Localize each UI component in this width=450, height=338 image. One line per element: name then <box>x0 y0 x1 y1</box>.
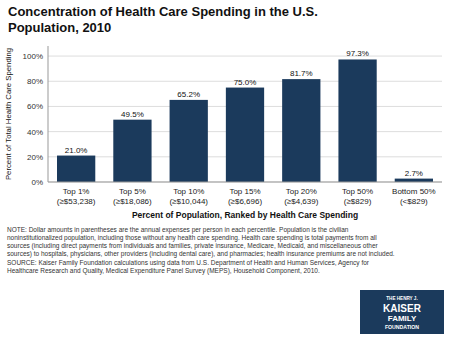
title-line: Concentration of Health Care Spending in… <box>8 4 318 19</box>
bar <box>226 88 264 182</box>
x-tick-label: Top 10%(≥$10,044) <box>169 187 208 206</box>
x-tick-label: Top 50%(≥$829) <box>342 187 373 206</box>
title-line: Population, 2010 <box>8 20 111 35</box>
x-tick-label: Top 15%(≥$6,696) <box>228 187 263 206</box>
note: NOTE: Dollar amounts in parentheses are … <box>7 226 395 275</box>
logo-box <box>360 290 444 334</box>
x-tick-label-line: (≥$829) <box>344 197 372 206</box>
bar <box>113 120 151 182</box>
logo-text: THE HENRY J. <box>386 296 417 301</box>
bar <box>170 100 208 182</box>
bar <box>282 79 320 182</box>
logo-text: FAMILY <box>388 314 417 323</box>
data-label: 21.0% <box>65 146 88 155</box>
grid-line <box>48 182 442 183</box>
data-label: 65.2% <box>177 90 200 99</box>
x-tick-label-line: Top 20% <box>286 187 317 196</box>
x-tick-label-line: (≥$6,696) <box>228 197 263 206</box>
bars <box>57 59 433 182</box>
y-tick-label: 60% <box>27 102 43 111</box>
x-tick-label-line: (≥$18,086) <box>113 197 152 206</box>
x-tick-label-line: Top 1% <box>63 187 90 196</box>
x-tick-label: Top 5%(≥$18,086) <box>113 187 152 206</box>
bar <box>57 156 95 182</box>
x-tick-label-line: (≥$4,639) <box>284 197 319 206</box>
y-axis-label: Percent of Total Health Care Spending <box>4 48 13 180</box>
x-tick-label-line: Top 5% <box>119 187 146 196</box>
x-tick-label: Bottom 50%(<$829) <box>392 187 436 206</box>
note-line: NOTE: Dollar amounts in parentheses are … <box>7 226 349 234</box>
y-tick-label: 40% <box>27 128 43 137</box>
data-label: 49.5% <box>121 110 144 119</box>
title: Concentration of Health Care Spending in… <box>8 4 318 35</box>
chart: Concentration of Health Care Spending in… <box>0 0 450 338</box>
y-tick-label: 80% <box>27 77 43 86</box>
x-axis-label: Percent of Population, Ranked by Health … <box>132 210 358 220</box>
logo-text: FOUNDATION <box>385 324 419 330</box>
y-tick-label: 20% <box>27 153 43 162</box>
x-axis-line <box>48 182 442 183</box>
note-line: noninstitutionalized population, includi… <box>7 234 377 242</box>
note-line: sources) to hospitals, physicians, other… <box>7 250 395 258</box>
logo-text: KAISER <box>383 303 422 314</box>
data-label: 75.0% <box>234 78 257 87</box>
grid-line <box>48 56 442 57</box>
data-label: 97.3% <box>346 49 369 58</box>
data-label: 81.7% <box>290 69 313 78</box>
grid <box>48 56 442 182</box>
x-tick-label-line: Top 50% <box>342 187 373 196</box>
bar <box>395 179 433 182</box>
y-tick-label: 0% <box>31 178 43 187</box>
x-tick-label-line: (≥$10,044) <box>169 197 208 206</box>
x-tick-label: Top 20%(≥$4,639) <box>284 187 319 206</box>
x-tick-label-line: Top 15% <box>229 187 260 196</box>
x-tick-label-line: (≥$53,238) <box>57 197 96 206</box>
note-line: Healthcare Research and Quality, Medical… <box>7 267 320 275</box>
data-label: 2.7% <box>405 169 423 178</box>
x-tick-label: Top 1%(≥$53,238) <box>57 187 96 206</box>
x-tick-label-line: Bottom 50% <box>392 187 436 196</box>
x-tick-label-line: Top 10% <box>173 187 204 196</box>
x-tick-label-line: (<$829) <box>400 197 428 206</box>
note-line: sources (including direct payments from … <box>7 242 379 250</box>
note-line: SOURCE: Kaiser Family Foundation calcula… <box>7 259 370 267</box>
y-axis-line <box>48 46 49 182</box>
bar <box>338 59 376 182</box>
y-tick-label: 100% <box>23 52 43 61</box>
logo: THE HENRY J. KAISERFAMILYFOUNDATION <box>360 290 444 334</box>
